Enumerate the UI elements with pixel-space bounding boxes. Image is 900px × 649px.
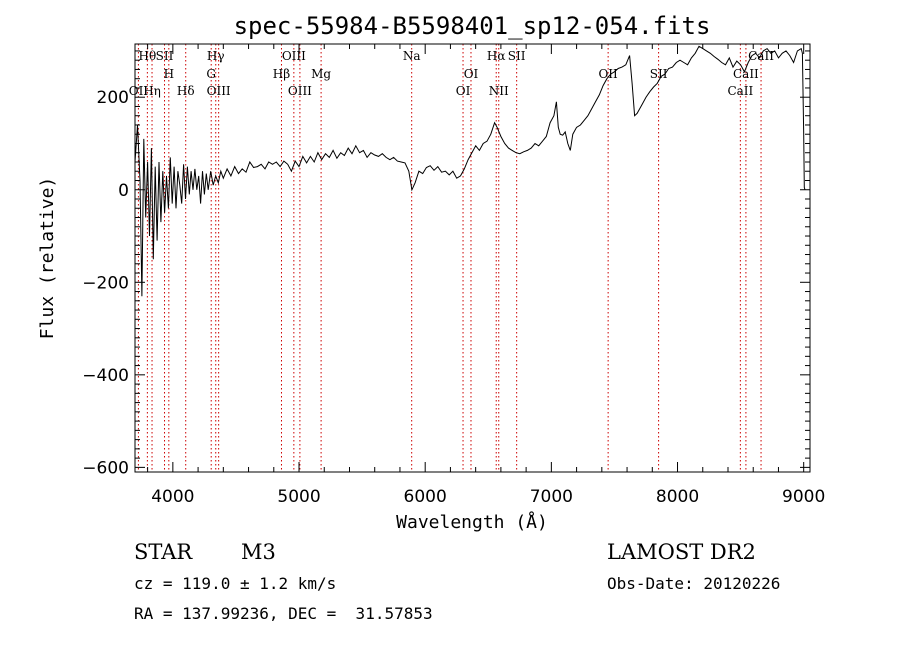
obs-date: Obs-Date: 20120226 <box>607 574 781 593</box>
line-label: SII <box>156 49 174 63</box>
x-tick-label: 7000 <box>530 487 573 507</box>
spectral-line-markers <box>137 44 762 472</box>
line-label: Hθ <box>139 49 157 63</box>
x-tick-label: 8000 <box>656 487 699 507</box>
line-label: OIII <box>288 84 312 98</box>
x-axis-label: Wavelength (Å) <box>396 511 548 533</box>
line-label: Hη <box>143 84 161 98</box>
x-tick-label: 9000 <box>782 487 825 507</box>
line-label: OII <box>598 67 618 81</box>
y-tick-label: −600 <box>82 458 129 478</box>
line-label: CaII <box>748 49 774 63</box>
x-tick-label: 5000 <box>277 487 320 507</box>
line-label: Hγ <box>207 49 225 63</box>
line-label: Mg <box>311 67 331 81</box>
x-tick-label: 6000 <box>404 487 447 507</box>
y-tick-label: 0 <box>118 181 129 201</box>
spectrum-line <box>134 45 806 297</box>
line-label: Hδ <box>177 84 195 98</box>
line-label: OIII <box>207 84 231 98</box>
line-label: SII <box>650 67 668 81</box>
line-label: OI <box>456 84 471 98</box>
y-axis: 200 0 −200 −400 −600 <box>82 50 810 478</box>
x-tick-label: 4000 <box>151 487 194 507</box>
line-label: OI <box>464 67 479 81</box>
line-label: Hβ <box>273 67 290 81</box>
spectral-line-labels: HθHηOIISIIHHδGHγOIIIHβOIIIOIIIMgNaOIOIHα… <box>129 49 774 98</box>
line-label: CaII <box>733 67 759 81</box>
y-tick-label: −200 <box>82 273 129 293</box>
line-label: SII <box>508 49 526 63</box>
line-label: Hα <box>487 49 506 63</box>
object-subclass: M3 <box>241 540 276 564</box>
line-label: OII <box>129 84 149 98</box>
survey-name: LAMOST DR2 <box>607 540 756 564</box>
line-label: CaII <box>727 84 753 98</box>
object-class: STAR <box>134 540 193 564</box>
y-axis-label: Flux (relative) <box>37 177 58 340</box>
line-label: G <box>206 67 216 81</box>
y-tick-label: −400 <box>82 366 129 386</box>
redshift-info: cz = 119.0 ± 1.2 km/s <box>134 574 337 593</box>
line-label: NII <box>489 84 509 98</box>
line-label: H <box>164 67 174 81</box>
plot-frame <box>134 43 811 473</box>
chart-title: spec-55984-B5598401_sp12-054.fits <box>234 12 711 40</box>
coordinates: RA = 137.99236, DEC = 31.57853 <box>134 604 433 623</box>
y-tick-label: 200 <box>97 88 129 108</box>
x-axis: 4000 5000 6000 7000 8000 9000 <box>147 44 825 507</box>
line-label: OIII <box>282 49 306 63</box>
line-label: Na <box>403 49 421 63</box>
